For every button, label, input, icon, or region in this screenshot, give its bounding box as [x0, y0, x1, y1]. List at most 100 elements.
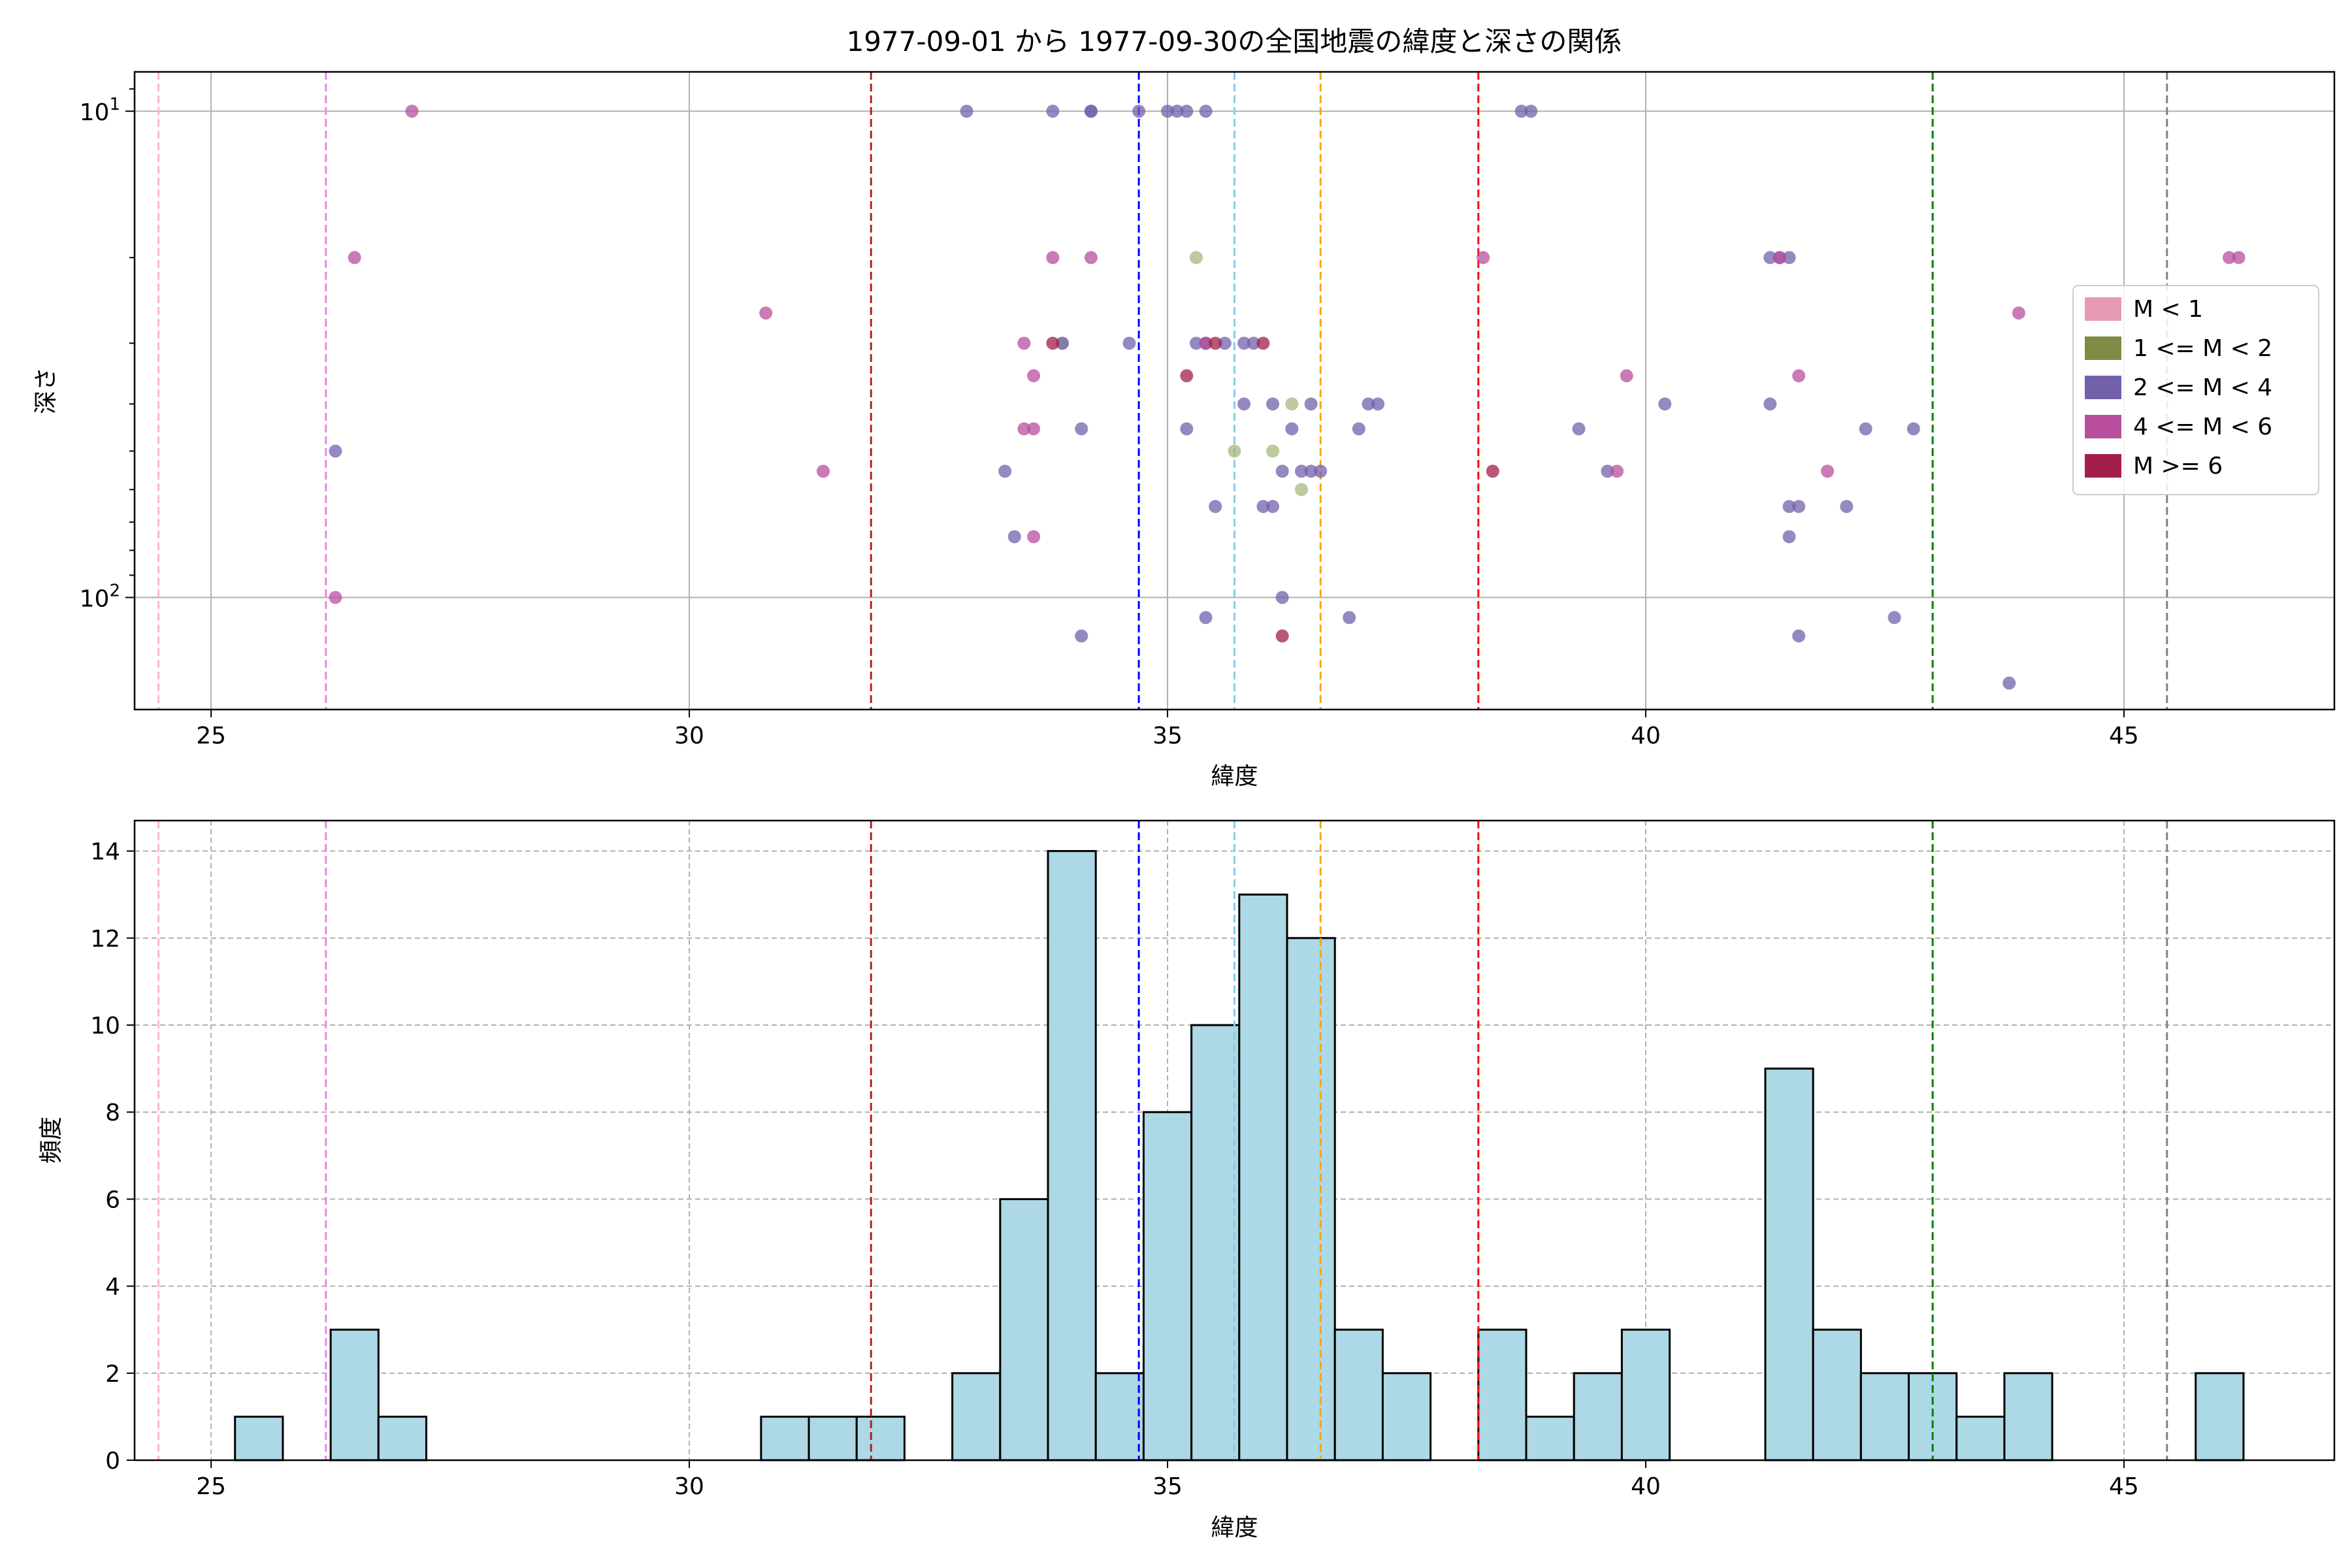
histogram-bar	[999, 1198, 1049, 1462]
scatter-point	[1209, 500, 1222, 514]
scatter-point	[1275, 629, 1289, 643]
scatter-point	[1477, 251, 1490, 265]
scatter-point	[1027, 422, 1041, 436]
histogram-bar	[1477, 1328, 1527, 1462]
legend-label: M >= 6	[2133, 453, 2223, 480]
x-tick-label: 45	[2109, 723, 2139, 749]
histogram-panel: 25 30 35 40 45 0 2 4 6 8 10 12 14 緯度 頻度	[38, 819, 2336, 1541]
histogram-bar	[1955, 1415, 2006, 1462]
scatter-point	[1237, 397, 1251, 411]
scatter-point	[1266, 444, 1280, 458]
scatter-point	[1084, 251, 1098, 265]
scatter-point	[1275, 591, 1289, 604]
scatter-point	[1304, 397, 1318, 411]
scatter-point	[1132, 105, 1146, 118]
scatter-point	[1209, 336, 1222, 350]
x-axis-label: 緯度	[1211, 1514, 1258, 1541]
scatter-point	[1763, 397, 1777, 411]
scatter-point	[1792, 500, 1806, 514]
scatter-point	[1218, 336, 1232, 350]
legend-swatch	[2085, 376, 2121, 399]
scatter-point	[1189, 336, 1203, 350]
plot-frame	[133, 819, 2336, 1462]
scatter-point	[1352, 422, 1365, 436]
scatter-point	[1055, 336, 1069, 350]
scatter-point	[1763, 251, 1777, 265]
scatter-point	[1782, 251, 1796, 265]
scatter-point	[1180, 422, 1194, 436]
legend-box	[2072, 285, 2319, 495]
scatter-point	[1256, 500, 1270, 514]
scatter-point	[1247, 336, 1260, 350]
histogram-bar	[1812, 1328, 1862, 1462]
y-tick-label: 102	[80, 581, 120, 612]
scatter-point	[348, 251, 361, 265]
legend-swatch	[2085, 415, 2121, 438]
legend-swatch	[2085, 336, 2121, 360]
scatter-point	[1189, 251, 1203, 265]
legend-label: M < 1	[2133, 296, 2203, 323]
histogram-bar	[1190, 1024, 1241, 1462]
x-tick-label: 40	[1631, 1473, 1661, 1500]
scatter-point	[1620, 369, 1633, 383]
scatter-point	[960, 105, 973, 118]
scatter-point	[2222, 251, 2236, 265]
x-tick-label: 30	[674, 1473, 704, 1500]
legend-label: 2 <= M < 4	[2133, 374, 2272, 401]
histogram-bar	[855, 1415, 906, 1462]
scatter-point	[1199, 336, 1213, 350]
scatter-point	[1572, 422, 1586, 436]
histogram-bar	[951, 1372, 1002, 1462]
scatter-point	[1601, 465, 1614, 478]
scatter-point	[1658, 397, 1672, 411]
scatter-point	[1524, 105, 1538, 118]
scatter-point	[405, 105, 419, 118]
scatter-point	[1027, 530, 1041, 544]
scatter-point	[1782, 530, 1796, 544]
chart-title: 1977-09-01 から 1977-09-30の全国地震の緯度と深さの関係	[847, 25, 1622, 57]
histogram-bar	[760, 1415, 810, 1462]
histogram-bar	[1047, 850, 1097, 1462]
scatter-point	[1294, 483, 1308, 497]
y-tick-label: 101	[80, 95, 120, 126]
scatter-point	[1285, 422, 1299, 436]
scatter-point	[1906, 422, 1920, 436]
scatter-point	[1792, 629, 1806, 643]
scatter-point	[1343, 611, 1356, 625]
legend-swatch	[2085, 454, 2121, 478]
scatter-point	[1840, 500, 1854, 514]
legend-label: 4 <= M < 6	[2133, 414, 2272, 440]
scatter-point	[1285, 397, 1299, 411]
scatter-point	[1046, 105, 1060, 118]
scatter-point	[1314, 465, 1328, 478]
scatter-point	[1027, 369, 1041, 383]
x-tick-label: 45	[2109, 1473, 2139, 1500]
histogram-bar	[1573, 1372, 1623, 1462]
scatter-point	[1228, 444, 1241, 458]
scatter-point	[329, 444, 342, 458]
scatter-point	[1792, 369, 1806, 383]
histogram-bar	[1381, 1372, 1432, 1462]
x-tick-label: 40	[1631, 723, 1661, 749]
x-tick-label: 35	[1152, 723, 1183, 749]
scatter-point	[1170, 105, 1184, 118]
scatter-point	[2232, 251, 2246, 265]
x-tick-label: 25	[196, 723, 226, 749]
y-tick-label: 8	[105, 1100, 120, 1126]
scatter-point	[1610, 465, 1624, 478]
histogram-bar	[1525, 1415, 1575, 1462]
scatter-point	[1772, 251, 1786, 265]
x-tick-label: 30	[674, 723, 704, 749]
y-axis-label: 深さ	[33, 367, 59, 414]
scatter-point	[1514, 105, 1528, 118]
scatter-point	[1304, 465, 1318, 478]
scatter-point	[1017, 336, 1031, 350]
histogram-bar	[1094, 1372, 1145, 1462]
scatter-point	[1180, 105, 1194, 118]
histogram-bar	[2195, 1372, 2245, 1462]
scatter-point	[1371, 397, 1385, 411]
x-tick-label: 35	[1152, 1473, 1183, 1500]
histogram-bar	[1286, 937, 1336, 1462]
scatter-point	[1859, 422, 1872, 436]
